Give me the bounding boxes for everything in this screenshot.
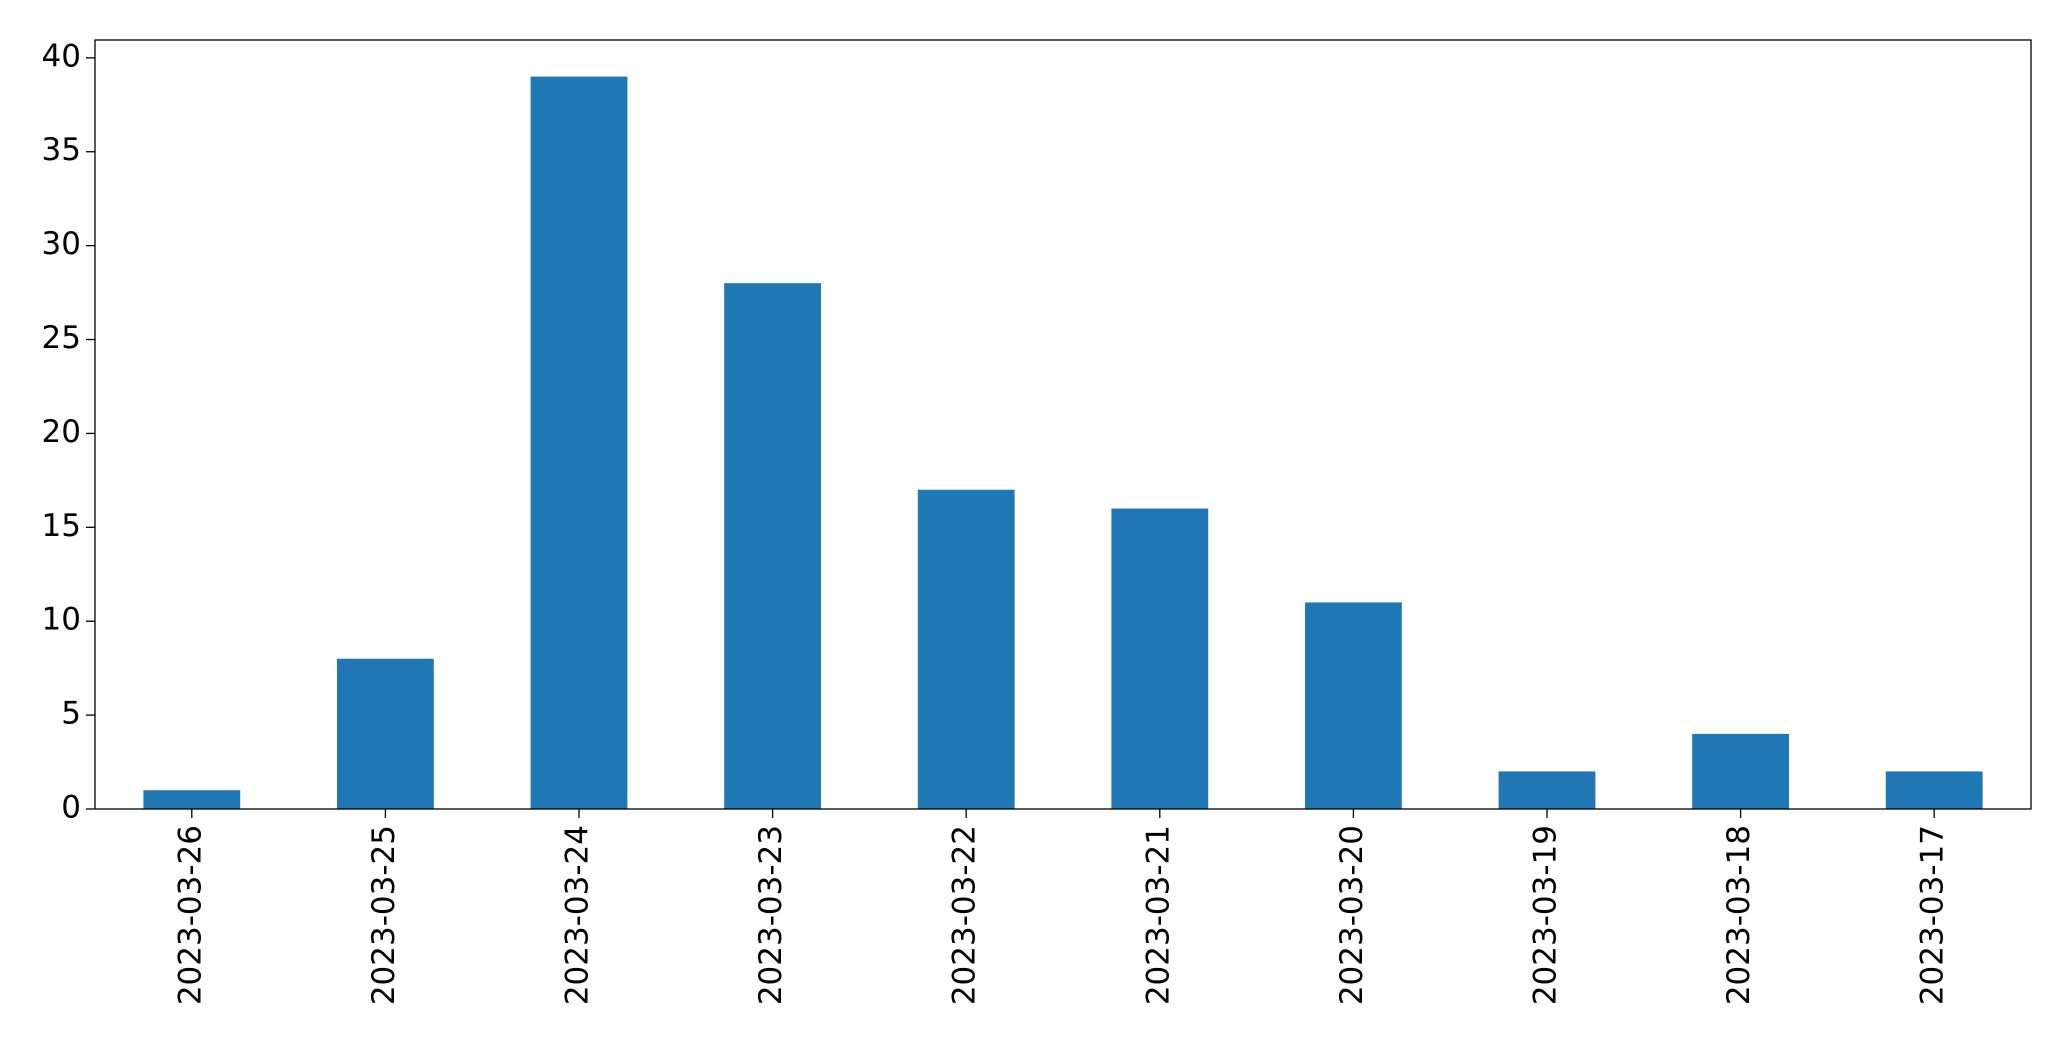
bar xyxy=(1885,771,1983,809)
y-tick-label: 30 xyxy=(42,226,81,262)
x-tick-label: 2023-03-23 xyxy=(753,825,789,1005)
x-tick-label: 2023-03-19 xyxy=(1528,825,1564,1005)
bar xyxy=(1111,508,1209,809)
bar xyxy=(1692,733,1789,809)
y-tick-label: 0 xyxy=(61,790,81,826)
bar xyxy=(1498,771,1596,809)
bar xyxy=(1305,602,1402,809)
x-tick-label: 2023-03-21 xyxy=(1140,825,1176,1005)
x-tick-label: 2023-03-24 xyxy=(560,825,596,1005)
y-tick-label: 20 xyxy=(42,414,81,450)
x-tick-label: 2023-03-26 xyxy=(172,825,208,1005)
y-tick-label: 25 xyxy=(42,320,81,356)
y-tick-label: 35 xyxy=(42,132,81,168)
x-tick-label: 2023-03-17 xyxy=(1915,825,1951,1005)
bar xyxy=(143,790,241,809)
bar xyxy=(724,283,821,809)
x-tick-label: 2023-03-20 xyxy=(1334,825,1370,1005)
x-tick-label: 2023-03-18 xyxy=(1721,825,1757,1005)
y-tick-label: 15 xyxy=(42,508,81,544)
x-tick-label: 2023-03-25 xyxy=(366,825,402,1005)
bar xyxy=(917,489,1015,809)
bar xyxy=(530,76,628,810)
y-tick-label: 5 xyxy=(61,696,81,732)
x-tick-label: 2023-03-22 xyxy=(947,825,983,1005)
y-tick-label: 40 xyxy=(42,38,81,74)
bar xyxy=(337,658,434,809)
y-tick-label: 10 xyxy=(42,602,81,638)
plot-frame xyxy=(94,39,2032,810)
